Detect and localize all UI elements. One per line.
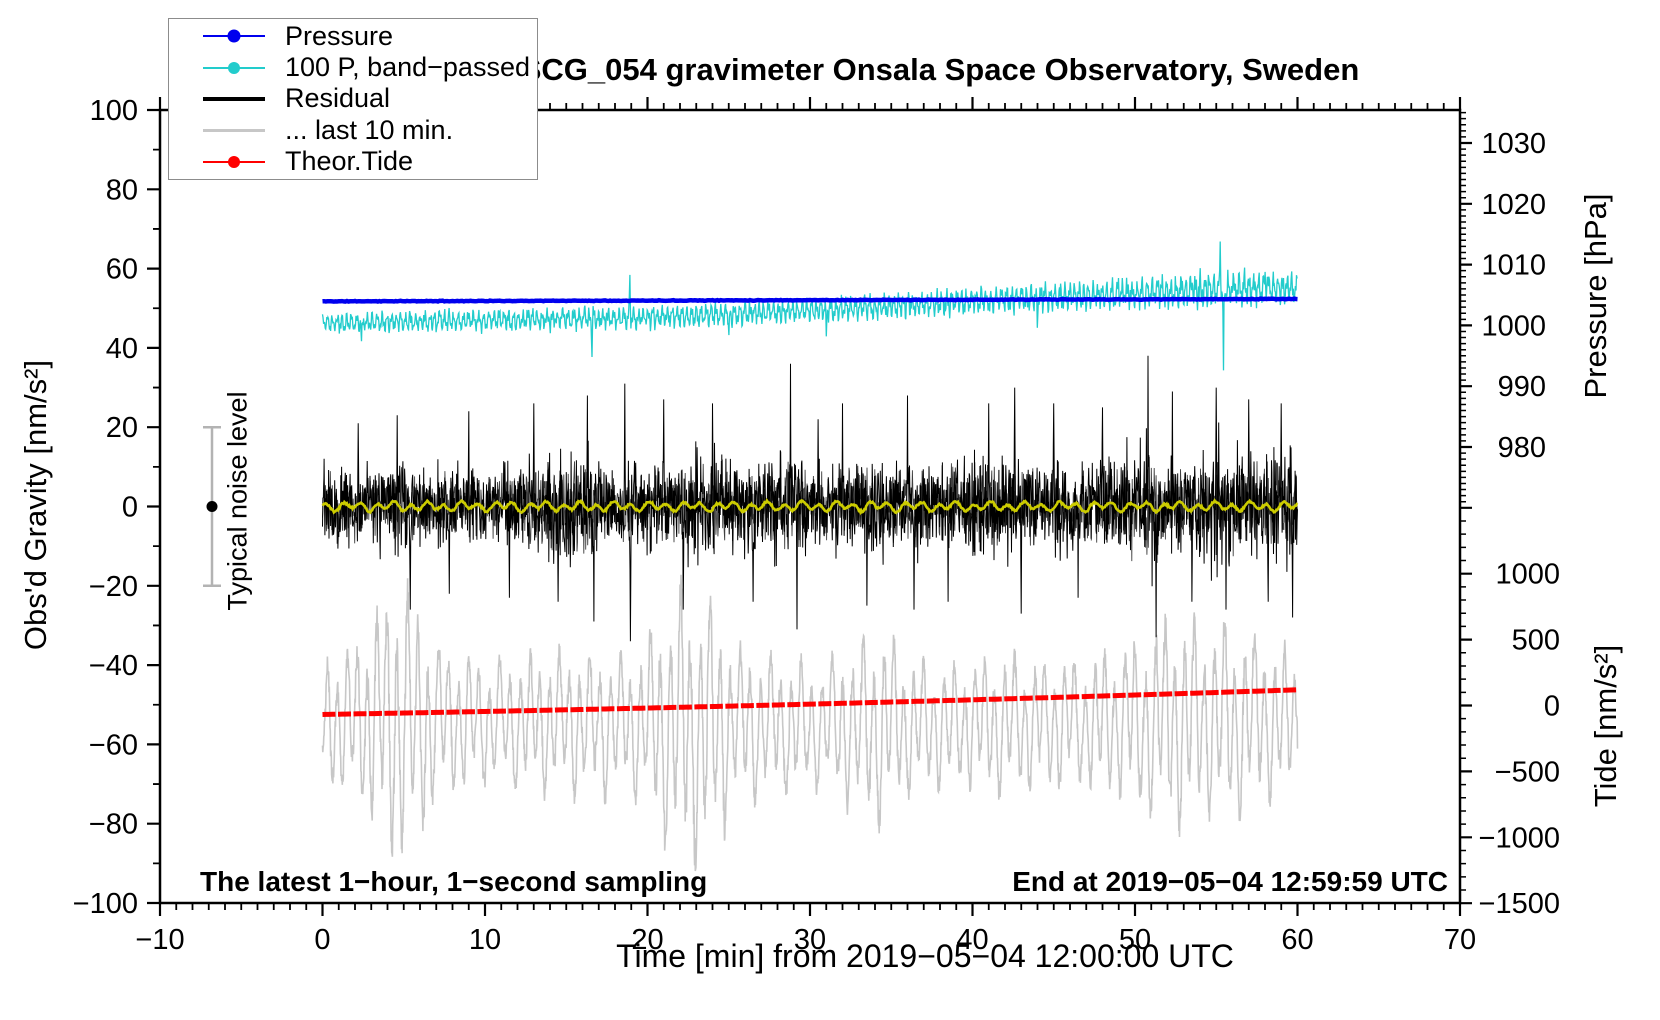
pressure-axis-title: Pressure [hPa]	[1578, 193, 1613, 399]
legend-line-swatch	[203, 128, 265, 132]
time-tick-label: 70	[1444, 924, 1476, 956]
legend-item: ... last 10 min.	[169, 114, 537, 145]
tide-tick-label: −1000	[1479, 822, 1560, 854]
time-tick-label: 10	[469, 924, 501, 956]
legend-sample-line	[203, 155, 265, 168]
noise-level-center-dot	[206, 501, 218, 512]
pressure-tick-label: 980	[1498, 432, 1546, 464]
series-last10-line	[321, 574, 1299, 872]
time-tick-label: 30	[794, 924, 826, 956]
legend-marker-dot	[228, 61, 240, 74]
legend-marker-dot	[228, 155, 240, 168]
tide-axis-major-ticks	[1460, 506, 1472, 905]
legend-item-label: Theor.Tide	[285, 146, 414, 177]
time-tick-label: 60	[1281, 924, 1313, 956]
time-tick-label: 20	[631, 924, 663, 956]
sampling-note: The latest 1−hour, 1−second sampling	[200, 866, 708, 897]
gravity-axis-major-ticks	[147, 108, 160, 905]
tide-tick-label: 0	[1544, 691, 1560, 723]
time-axis-major-ticks	[158, 97, 1462, 916]
legend-line-swatch	[203, 96, 265, 101]
time-tick-label: 40	[956, 924, 988, 956]
tide-axis-title: Tide [nm/s²]	[1588, 644, 1623, 808]
gravity-tick-label: 40	[106, 333, 138, 365]
pressure-tick-label: 1000	[1481, 310, 1546, 342]
legend-marker-dot	[227, 29, 241, 43]
tide-tick-label: 500	[1512, 625, 1560, 657]
legend-item: 100 P, band−passed	[169, 52, 537, 83]
left-axis-title: Obs'd Gravity [nm/s²]	[18, 359, 53, 651]
pressure-tick-label: 990	[1498, 371, 1546, 403]
x-axis-title: Time [min] from 2019−05−04 12:00:00 UTC	[616, 938, 1234, 974]
gravity-tick-label: 100	[90, 95, 138, 127]
series-band_passed-line	[321, 241, 1298, 371]
legend-item-label: ... last 10 min.	[285, 114, 454, 145]
tide-tick-label: 1000	[1495, 559, 1560, 591]
legend-item: Pressure	[169, 20, 537, 51]
pressure-axis-minor-ticks	[1460, 111, 1466, 503]
time-tick-label: −10	[135, 924, 184, 956]
time-tick-label: 0	[314, 924, 330, 956]
tide-tick-label: −500	[1495, 756, 1560, 788]
gravity-tick-label: −100	[73, 888, 138, 920]
legend-sample-line	[203, 128, 265, 132]
gravity-tick-label: 20	[106, 412, 138, 444]
gravity-tick-label: 80	[106, 174, 138, 206]
gravity-tick-label: −60	[89, 729, 138, 761]
tide-tick-label: −1500	[1479, 888, 1560, 920]
pressure-tick-label: 1030	[1481, 128, 1546, 160]
legend-sample-line	[203, 96, 265, 101]
gravity-axis-minor-ticks	[153, 148, 160, 865]
gravity-tick-label: −40	[89, 650, 138, 682]
time-axis-minor-ticks	[175, 103, 1445, 910]
series-residual-line	[322, 355, 1298, 642]
legend-sample-line	[203, 61, 265, 74]
legend-item-label: Pressure	[285, 20, 394, 51]
pressure-tick-label: 1020	[1481, 189, 1546, 221]
gravity-tick-label: −80	[89, 809, 138, 841]
pressure-tick-label: 1010	[1481, 250, 1546, 282]
pressure-axis-major-ticks	[1460, 141, 1472, 449]
chart-title: SCG_054 gravimeter Onsala Space Observat…	[520, 52, 1360, 87]
tide-axis-minor-ticks	[1460, 520, 1466, 891]
time-tick-label: 50	[1119, 924, 1151, 956]
legend-item-label: 100 P, band−passed	[285, 52, 530, 83]
noise-level-label: Typical noise level	[222, 391, 253, 611]
legend-sample-line	[203, 29, 265, 43]
legend-item: Theor.Tide	[169, 146, 537, 177]
gravity-tick-label: −20	[89, 571, 138, 603]
series-theor_tide-line	[322, 687, 1298, 717]
legend-item-label: Residual	[285, 83, 391, 114]
legend-item: Residual	[169, 83, 537, 114]
series-pressure-line	[322, 296, 1298, 304]
gravity-tick-label: 0	[122, 492, 138, 524]
end-time-note: End at 2019−05−04 12:59:59 UTC	[1012, 866, 1448, 897]
legend: Pressure 100 P, band−passed Residual... la…	[168, 18, 538, 180]
gravity-tick-label: 60	[106, 254, 138, 286]
series-residual_filtered-line	[321, 497, 1299, 516]
